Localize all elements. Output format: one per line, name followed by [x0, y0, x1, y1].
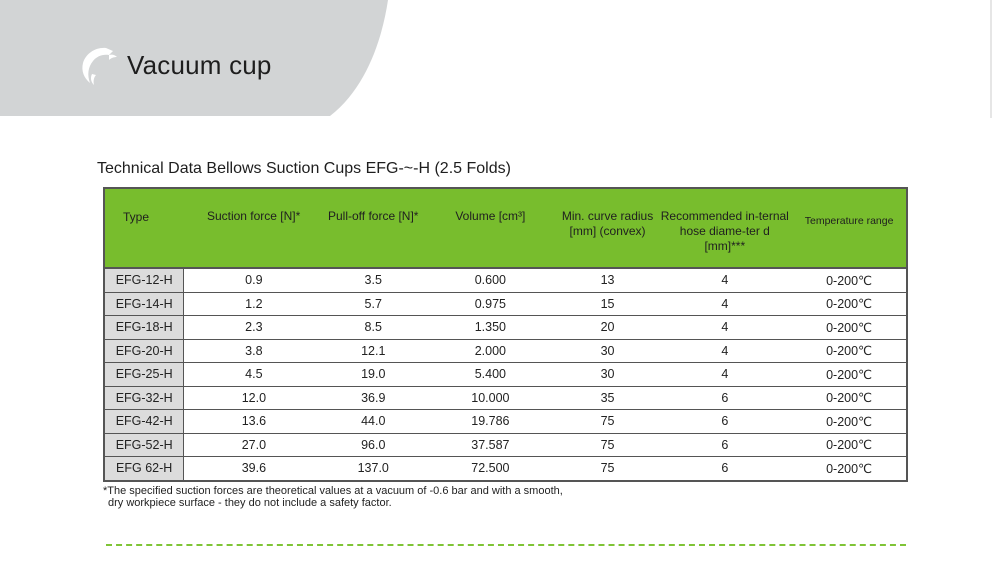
cell-volume: 0.600 [423, 267, 558, 293]
header-suction-force: Suction force [N]* [183, 187, 324, 268]
header-type: Type [103, 187, 184, 268]
table-row: EFG-20-H 3.8 12.1 2.000 30 4 0-200℃ [103, 339, 908, 363]
cell-type: EFG-32-H [103, 386, 185, 410]
technical-data-table: Type Suction force [N]* Pull-off force [… [103, 187, 908, 482]
cell-volume: 37.587 [423, 433, 558, 457]
table-row: EFG-14-H 1.2 5.7 0.975 15 4 0-200℃ [103, 292, 908, 316]
table-header-row: Type Suction force [N]* Pull-off force [… [103, 187, 908, 268]
cell-type: EFG-18-H [103, 315, 185, 340]
cell-suction-force: 4.5 [183, 362, 324, 387]
cell-pull-off-force: 8.5 [323, 315, 424, 340]
cell-min-curve-radius: 20 [557, 315, 658, 340]
cell-pull-off-force: 12.1 [323, 339, 424, 363]
cell-volume: 5.400 [423, 362, 558, 387]
cell-volume: 19.786 [423, 409, 558, 434]
cell-hose-diameter: 6 [657, 386, 793, 410]
table-row: EFG-12-H 0.9 3.5 0.600 13 4 0-200℃ [103, 267, 908, 293]
cell-suction-force: 1.2 [183, 292, 324, 316]
cell-volume: 1.350 [423, 315, 558, 340]
cell-hose-diameter: 6 [657, 409, 793, 434]
edge-divider [990, 0, 992, 118]
cell-suction-force: 3.8 [183, 339, 324, 363]
cell-volume: 10.000 [423, 386, 558, 410]
cell-suction-force: 13.6 [183, 409, 324, 434]
footnote-line-2: dry workpiece surface - they do not incl… [108, 497, 392, 509]
cell-min-curve-radius: 15 [557, 292, 658, 316]
table-row: EFG-42-H 13.6 44.0 19.786 75 6 0-200℃ [103, 409, 908, 434]
header-volume: Volume [cm³] [423, 187, 558, 268]
cell-temperature-range: 0-200℃ [792, 409, 908, 434]
cell-min-curve-radius: 35 [557, 386, 658, 410]
table-row: EFG-18-H 2.3 8.5 1.350 20 4 0-200℃ [103, 315, 908, 340]
cell-temperature-range: 0-200℃ [792, 267, 908, 293]
table-row: EFG-52-H 27.0 96.0 37.587 75 6 0-200℃ [103, 433, 908, 457]
cell-volume: 72.500 [423, 456, 558, 482]
cell-suction-force: 0.9 [183, 267, 324, 293]
cell-min-curve-radius: 30 [557, 362, 658, 387]
cell-temperature-range: 0-200℃ [792, 362, 908, 387]
cell-type: EFG-20-H [103, 339, 185, 363]
cell-min-curve-radius: 75 [557, 433, 658, 457]
header-temperature-range: Temperature range [792, 187, 908, 268]
table-row: EFG 62-H 39.6 137.0 72.500 75 6 0-200℃ [103, 456, 908, 482]
cell-pull-off-force: 44.0 [323, 409, 424, 434]
footnote-line-1: *The specified suction forces are theore… [103, 485, 563, 497]
cell-type: EFG-12-H [103, 267, 185, 293]
cell-min-curve-radius: 75 [557, 456, 658, 482]
cell-hose-diameter: 4 [657, 315, 793, 340]
table-row: EFG-32-H 12.0 36.9 10.000 35 6 0-200℃ [103, 386, 908, 410]
table-body: EFG-12-H 0.9 3.5 0.600 13 4 0-200℃ EFG-14-H 1.2 5… [103, 267, 908, 482]
cell-pull-off-force: 3.5 [323, 267, 424, 293]
header-pull-off-force: Pull-off force [N]* [323, 187, 424, 268]
cell-pull-off-force: 19.0 [323, 362, 424, 387]
section-heading: Technical Data Bellows Suction Cups EFG-… [97, 160, 511, 177]
cell-hose-diameter: 6 [657, 456, 793, 482]
page-title: Vacuum cup [127, 50, 272, 80]
cell-suction-force: 39.6 [183, 456, 324, 482]
cell-pull-off-force: 5.7 [323, 292, 424, 316]
cell-pull-off-force: 137.0 [323, 456, 424, 482]
cell-pull-off-force: 96.0 [323, 433, 424, 457]
cell-hose-diameter: 4 [657, 362, 793, 387]
table-row: EFG-25-H 4.5 19.0 5.400 30 4 0-200℃ [103, 362, 908, 387]
dolphin-logo-icon [82, 47, 117, 85]
cell-pull-off-force: 36.9 [323, 386, 424, 410]
dashed-divider [106, 544, 906, 546]
cell-temperature-range: 0-200℃ [792, 456, 908, 482]
header-banner [0, 0, 388, 116]
cell-temperature-range: 0-200℃ [792, 433, 908, 457]
footnote: *The specified suction forces are theore… [103, 485, 563, 509]
cell-suction-force: 12.0 [183, 386, 324, 410]
cell-volume: 2.000 [423, 339, 558, 363]
header-min-curve-radius: Min. curve radius [mm] (convex) [557, 187, 658, 268]
cell-volume: 0.975 [423, 292, 558, 316]
cell-type: EFG 62-H [103, 456, 185, 482]
cell-hose-diameter: 4 [657, 339, 793, 363]
cell-suction-force: 27.0 [183, 433, 324, 457]
cell-temperature-range: 0-200℃ [792, 386, 908, 410]
cell-min-curve-radius: 75 [557, 409, 658, 434]
cell-suction-force: 2.3 [183, 315, 324, 340]
header-hose-diameter: Recommended in-ternal hose diame-ter d [… [657, 187, 793, 268]
cell-type: EFG-14-H [103, 292, 185, 316]
cell-temperature-range: 0-200℃ [792, 339, 908, 363]
cell-type: EFG-52-H [103, 433, 185, 457]
cell-hose-diameter: 6 [657, 433, 793, 457]
cell-hose-diameter: 4 [657, 292, 793, 316]
cell-min-curve-radius: 13 [557, 267, 658, 293]
cell-hose-diameter: 4 [657, 267, 793, 293]
cell-type: EFG-25-H [103, 362, 185, 387]
cell-type: EFG-42-H [103, 409, 185, 434]
cell-min-curve-radius: 30 [557, 339, 658, 363]
cell-temperature-range: 0-200℃ [792, 315, 908, 340]
cell-temperature-range: 0-200℃ [792, 292, 908, 316]
